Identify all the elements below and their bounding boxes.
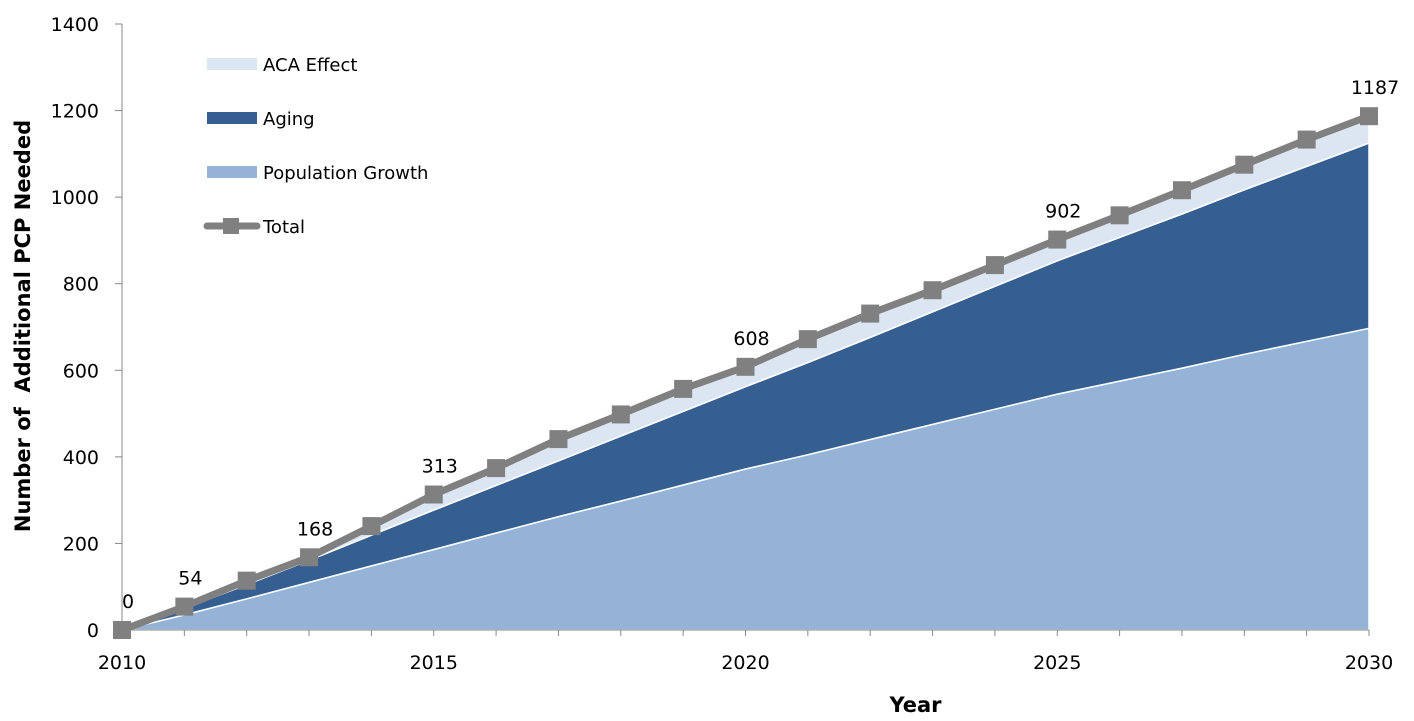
legend-swatch-aging [207, 112, 257, 124]
y-tick-label: 1400 [51, 14, 99, 36]
legend-label-aca-effect: ACA Effect [263, 55, 357, 76]
legend-marker-total [223, 218, 239, 234]
legend-label-population-growth: Population Growth [263, 163, 428, 184]
y-tick-label: 600 [63, 360, 99, 382]
y-tick-label: 0 [87, 620, 99, 642]
data-label: 608 [733, 328, 769, 350]
x-tick-label: 2020 [721, 652, 769, 674]
total-marker [611, 405, 630, 424]
legend-label-total: Total [262, 217, 305, 238]
y-tick-label: 1000 [51, 187, 99, 209]
x-axis-title: Year [888, 693, 942, 717]
total-marker [1235, 155, 1254, 174]
total-marker [985, 256, 1004, 275]
data-label: 54 [178, 568, 202, 590]
total-marker [798, 330, 817, 349]
x-tick-label: 2010 [98, 652, 146, 674]
y-tick-label: 400 [63, 447, 99, 469]
y-tick-label: 1200 [51, 101, 99, 123]
data-label: 168 [297, 518, 333, 540]
data-label: 1187 [1351, 77, 1399, 99]
total-marker [861, 304, 880, 323]
total-marker [424, 485, 443, 504]
y-axis-title: Number of Additional PCP Needed [11, 120, 35, 532]
total-marker [549, 430, 568, 449]
data-label: 902 [1045, 201, 1081, 223]
legend-swatch-aca-effect [207, 58, 257, 70]
total-marker [736, 357, 755, 376]
legend-label-aging: Aging [263, 109, 315, 130]
total-marker [1360, 107, 1378, 126]
data-label: 0 [122, 591, 134, 613]
total-marker [487, 459, 506, 478]
total-marker [674, 379, 693, 398]
total-marker [113, 621, 131, 639]
total-marker [300, 548, 319, 567]
total-marker [1048, 230, 1067, 249]
legend-swatch-population-growth [207, 166, 257, 178]
total-marker [362, 517, 381, 536]
total-marker [237, 571, 256, 590]
y-tick-label: 200 [63, 533, 99, 555]
total-marker [923, 281, 942, 300]
x-tick-label: 2030 [1345, 652, 1393, 674]
total-marker [1110, 206, 1129, 225]
total-marker [1297, 130, 1316, 149]
total-marker [175, 597, 194, 616]
total-marker [1172, 181, 1191, 200]
y-tick-label: 800 [63, 274, 99, 296]
x-tick-label: 2015 [410, 652, 458, 674]
data-label: 313 [422, 456, 458, 478]
x-tick-label: 2025 [1033, 652, 1081, 674]
